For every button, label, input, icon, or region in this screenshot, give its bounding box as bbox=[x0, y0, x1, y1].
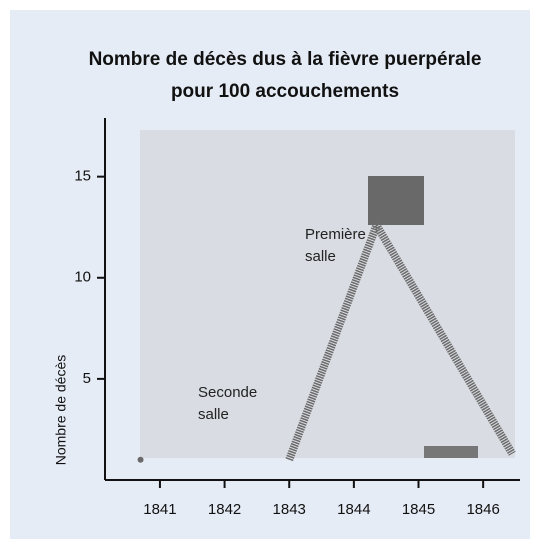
decoration bbox=[424, 446, 478, 458]
plot-area bbox=[140, 130, 515, 458]
y-tick-label: 15 bbox=[74, 168, 91, 185]
x-tick-label: 1845 bbox=[402, 501, 435, 518]
series-label: salle bbox=[198, 406, 229, 423]
x-tick-label: 1846 bbox=[466, 501, 499, 518]
x-tick-label: 1841 bbox=[143, 501, 176, 518]
x-tick-label: 1842 bbox=[208, 501, 241, 518]
decoration bbox=[368, 176, 424, 225]
chart-title: pour 100 accouchements bbox=[171, 81, 399, 102]
series-label: Première bbox=[305, 226, 366, 243]
y-axis-label: Nombre de décès bbox=[53, 355, 69, 466]
chart-title: Nombre de décès dus à la fièvre puerpéra… bbox=[89, 49, 482, 70]
x-tick-label: 1843 bbox=[273, 501, 306, 518]
y-tick-label: 5 bbox=[83, 370, 91, 387]
series-label: Seconde bbox=[198, 384, 257, 401]
series-line bbox=[285, 215, 516, 462]
series-label: salle bbox=[305, 248, 336, 265]
y-tick-label: 10 bbox=[74, 269, 91, 286]
x-tick-label: 1844 bbox=[337, 501, 370, 518]
series-line bbox=[137, 456, 144, 463]
